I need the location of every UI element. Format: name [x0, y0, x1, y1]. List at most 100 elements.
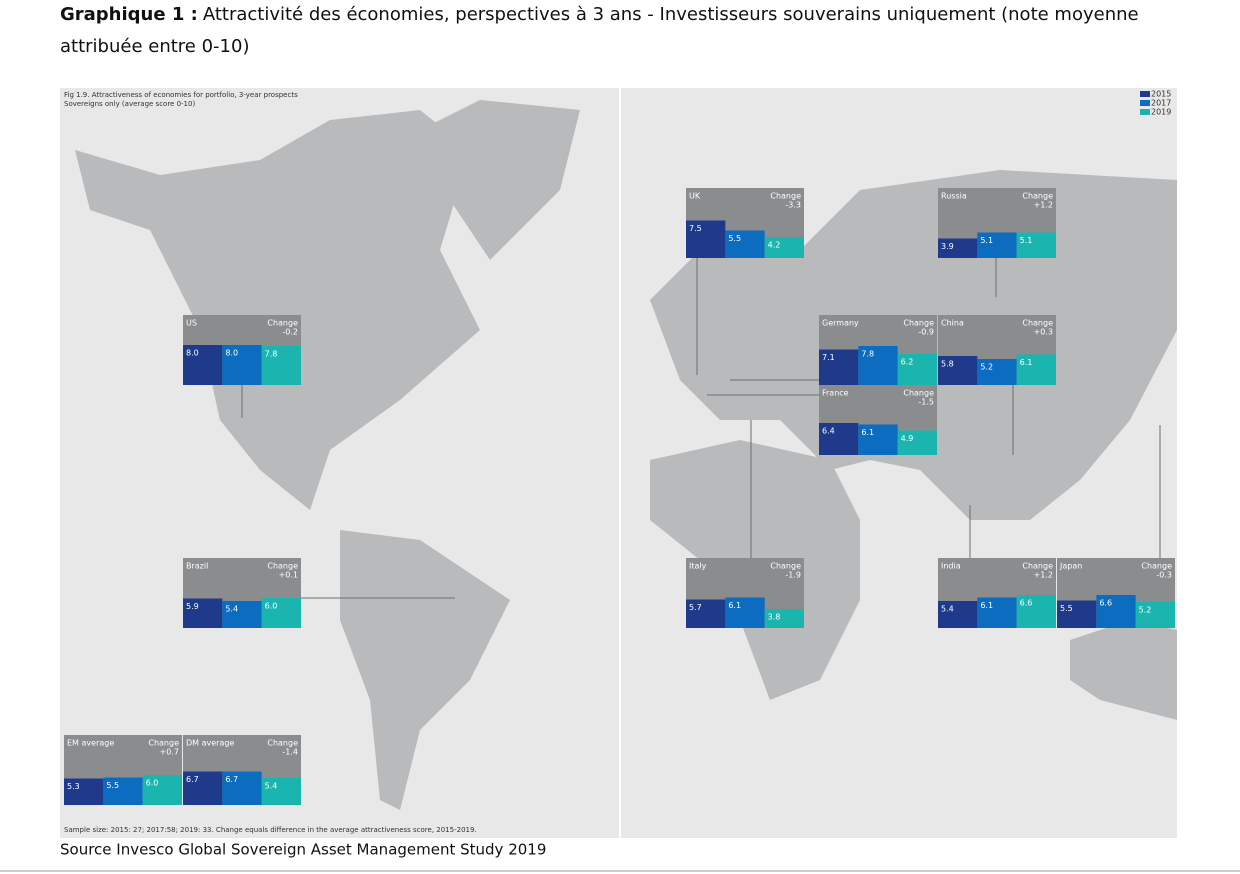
bar-label: 3.8 — [768, 613, 781, 622]
change-value: -0.9 — [918, 328, 934, 337]
bar — [261, 346, 301, 385]
bar-label: 6.6 — [1099, 599, 1112, 608]
bar — [897, 354, 937, 385]
bar — [764, 237, 804, 258]
bar — [819, 423, 859, 455]
change-value: -1.9 — [785, 571, 801, 580]
bar — [222, 601, 262, 628]
bar-label: 7.8 — [861, 350, 874, 359]
map — [75, 100, 1177, 810]
bar-label: 5.4 — [225, 605, 238, 614]
bar — [897, 430, 937, 455]
bar-label: 8.0 — [225, 349, 238, 358]
bar-label: 6.6 — [1020, 599, 1033, 608]
legend-label: 2017 — [1151, 99, 1171, 108]
change-label: Change — [1022, 192, 1053, 201]
bar — [222, 771, 262, 805]
bar — [103, 777, 143, 805]
bar-label: 6.1 — [980, 601, 993, 610]
change-label: Change — [1022, 562, 1053, 571]
change-value: -3.3 — [785, 201, 801, 210]
legend-swatch — [1140, 100, 1150, 106]
change-value: +1.2 — [1034, 571, 1053, 580]
change-label: Change — [903, 389, 934, 398]
box-title: Germany — [822, 319, 859, 328]
change-value: -0.3 — [1156, 571, 1172, 580]
bar — [222, 345, 262, 385]
bar — [64, 778, 104, 805]
bar-label: 5.9 — [186, 602, 199, 611]
bar-label: 6.7 — [225, 775, 238, 784]
bar-label: 6.1 — [728, 601, 741, 610]
figure-title: Fig 1.9. Attractiveness of economies for… — [64, 91, 298, 99]
change-label: Change — [770, 192, 801, 201]
legend-label: 2019 — [1151, 108, 1171, 117]
change-label: Change — [1141, 562, 1172, 571]
bar — [725, 230, 765, 258]
bar-label: 3.9 — [941, 242, 954, 251]
bar-label: 6.1 — [861, 428, 874, 437]
box-title: EM average — [67, 739, 114, 748]
figure-note: Sample size: 2015: 27; 2017:58; 2019: 33… — [64, 826, 477, 834]
page-title-line2: attribuée entre 0-10) — [60, 36, 249, 57]
bar-label: 6.0 — [146, 779, 159, 788]
bar-label: 6.1 — [1020, 358, 1033, 367]
bar-label: 6.2 — [901, 358, 914, 367]
page-title: Graphique 1 : Attractivité des économies,… — [60, 4, 1139, 25]
bar-label: 4.2 — [768, 241, 781, 250]
change-label: Change — [770, 562, 801, 571]
legend-swatch — [1140, 109, 1150, 115]
change-value: +0.7 — [160, 748, 179, 757]
bar — [261, 778, 301, 805]
bar — [183, 771, 223, 805]
bar-label: 6.7 — [186, 775, 199, 784]
bar — [1016, 595, 1056, 628]
bar-label: 5.1 — [980, 236, 993, 245]
change-label: Change — [267, 319, 298, 328]
bar — [686, 220, 726, 258]
bar — [183, 598, 223, 628]
change-label: Change — [267, 562, 298, 571]
bar-label: 6.4 — [822, 427, 835, 436]
source: Source Invesco Global Sovereign Asset Ma… — [60, 841, 546, 859]
bar — [938, 601, 978, 628]
bar-label: 5.2 — [1139, 606, 1152, 615]
change-label: Change — [148, 739, 179, 748]
bar-label: 5.4 — [265, 782, 278, 791]
legend-swatch — [1140, 91, 1150, 97]
bar — [858, 424, 898, 455]
change-value: +0.1 — [279, 571, 298, 580]
box-title: Russia — [941, 192, 967, 201]
bar-label: 5.7 — [689, 603, 702, 612]
bar-label: 7.8 — [265, 350, 278, 359]
bar-label: 5.5 — [728, 234, 741, 243]
bar — [938, 356, 978, 385]
box-title: DM average — [186, 739, 234, 748]
bar — [725, 597, 765, 628]
change-value: -1.4 — [282, 748, 298, 757]
title-text: Attractivité des économies, perspectives… — [203, 4, 1139, 25]
bar — [764, 609, 804, 628]
bar-label: 5.2 — [980, 363, 993, 372]
bar — [819, 349, 859, 385]
change-label: Change — [1022, 319, 1053, 328]
change-value: +1.2 — [1034, 201, 1053, 210]
box-title: Japan — [1059, 562, 1082, 571]
bar-label: 5.4 — [941, 605, 954, 614]
bar-label: 8.0 — [186, 349, 199, 358]
leader-lines — [241, 258, 1161, 599]
bar-label: 5.5 — [106, 781, 119, 790]
bar-label: 4.9 — [901, 434, 914, 443]
change-label: Change — [267, 739, 298, 748]
box-title: Italy — [689, 562, 707, 571]
bar-label: 5.3 — [67, 782, 80, 791]
change-value: +0.3 — [1034, 328, 1053, 337]
change-value: -0.2 — [282, 328, 298, 337]
bar — [977, 359, 1017, 385]
bar — [261, 598, 301, 628]
bar — [1135, 602, 1175, 628]
bar-label: 7.1 — [822, 353, 835, 362]
bar-label: 7.5 — [689, 224, 702, 233]
bar — [1016, 354, 1056, 385]
